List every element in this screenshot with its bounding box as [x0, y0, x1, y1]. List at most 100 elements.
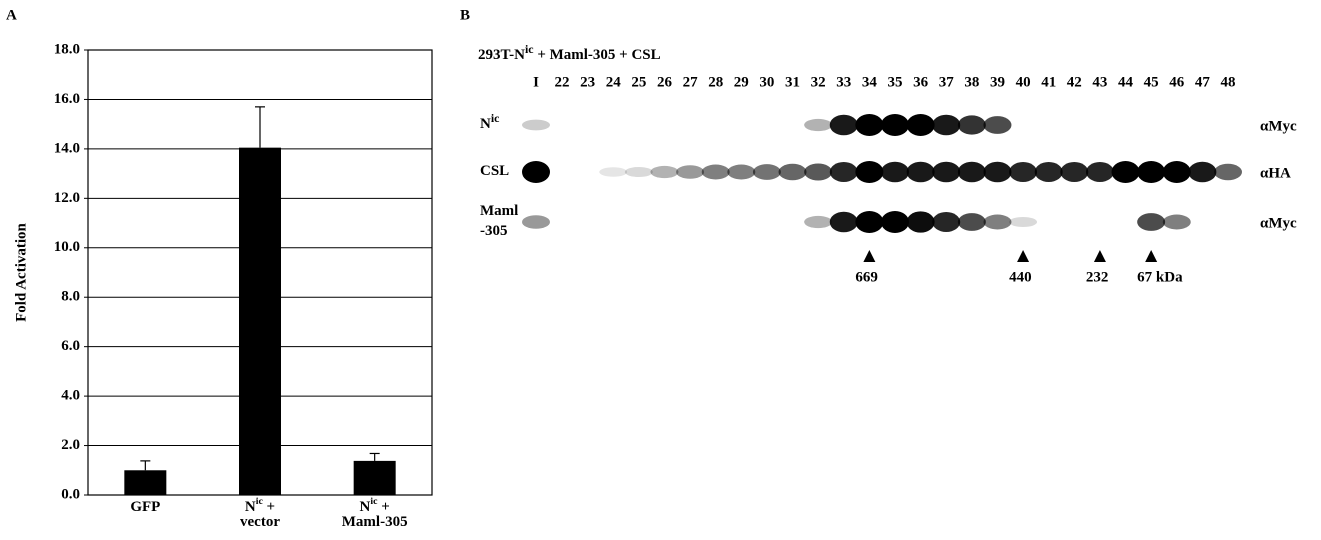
lane-label: 32: [811, 74, 826, 90]
row-label: -305: [480, 223, 508, 239]
band: [1060, 218, 1088, 226]
y-tick-label: 10.0: [54, 239, 80, 255]
band: [1112, 121, 1140, 129]
band: [650, 218, 678, 226]
lane-label: 33: [836, 74, 851, 90]
band: [548, 218, 576, 226]
lane-label: 22: [555, 74, 570, 90]
band: [983, 215, 1011, 230]
band: [1163, 161, 1191, 183]
lane-label: 44: [1118, 74, 1134, 90]
band: [804, 119, 832, 131]
lane-label: 28: [708, 74, 723, 90]
band: [650, 121, 678, 129]
lane-label: 42: [1067, 74, 1082, 90]
band: [574, 218, 602, 226]
y-axis-label: Fold Activation: [13, 222, 29, 321]
band: [1137, 213, 1165, 231]
marker-label: 669: [855, 269, 878, 285]
band: [548, 168, 576, 176]
x-tick-label-part: GFP: [130, 499, 160, 515]
band: [625, 218, 653, 226]
band: [830, 212, 858, 233]
y-tick-label: 6.0: [61, 338, 80, 354]
x-tick-label: Nic +: [245, 496, 275, 515]
y-tick-label: 12.0: [54, 190, 80, 206]
panel-label: B: [460, 7, 470, 23]
y-tick-label: 4.0: [61, 388, 80, 404]
row-label-part: CSL: [480, 163, 509, 179]
row-label-part: Maml: [480, 203, 518, 219]
y-tick-label: 14.0: [54, 140, 80, 156]
antibody-label: αMyc: [1260, 118, 1297, 134]
band: [881, 211, 909, 233]
band: [1163, 121, 1191, 129]
lane-label: 45: [1144, 74, 1159, 90]
band: [830, 162, 858, 182]
band: [1060, 121, 1088, 129]
band: [932, 212, 960, 232]
panel-label: A: [6, 7, 17, 23]
band: [1086, 162, 1114, 182]
band: [958, 213, 986, 231]
lane-label: 48: [1221, 74, 1236, 90]
x-tick-label: Maml-305: [342, 514, 408, 530]
row-label: Maml: [480, 203, 518, 219]
y-tick-label: 2.0: [61, 437, 80, 453]
lane-label: 23: [580, 74, 595, 90]
band: [1009, 217, 1037, 227]
band: [1086, 218, 1114, 226]
band: [702, 121, 730, 129]
x-tick-label-part: +: [263, 499, 275, 515]
band: [599, 167, 627, 176]
y-tick-label: 8.0: [61, 289, 80, 305]
band: [855, 161, 883, 183]
marker-label: 232: [1086, 269, 1109, 285]
x-tick-label-part: vector: [240, 514, 280, 530]
band: [1060, 162, 1088, 182]
band: [599, 218, 627, 226]
band: [548, 121, 576, 129]
bar: [124, 470, 166, 495]
band: [1188, 121, 1216, 129]
lane-label: 38: [964, 74, 979, 90]
error-bar: [255, 107, 265, 148]
marker-arrow: [863, 250, 875, 262]
lane-label: 43: [1092, 74, 1107, 90]
lane-label: 26: [657, 74, 673, 90]
band: [650, 166, 678, 178]
band: [855, 114, 883, 136]
band: [958, 162, 986, 183]
band: [983, 162, 1011, 183]
marker-label: 440: [1009, 269, 1032, 285]
band: [753, 121, 781, 129]
row-label-part: -305: [480, 223, 508, 239]
band: [907, 114, 935, 136]
lane-label: 35: [888, 74, 903, 90]
antibody-label: αMyc: [1260, 215, 1297, 231]
bar: [354, 461, 396, 495]
band: [574, 121, 602, 129]
x-tick-label: Nic +: [360, 496, 390, 515]
band: [958, 115, 986, 134]
band: [1214, 218, 1242, 226]
x-tick-label-part: N: [360, 499, 371, 515]
band: [907, 211, 935, 232]
figure: A B 0.02.04.06.08.010.012.014.016.018.0F…: [0, 0, 1321, 540]
blot-title-part: + Maml-305 + CSL: [534, 47, 661, 63]
band: [753, 164, 781, 180]
x-tick-label-part: +: [377, 499, 389, 515]
band: [522, 120, 550, 131]
band: [1035, 162, 1063, 182]
lane-label: 47: [1195, 74, 1211, 90]
x-tick-label-part: Maml-305: [342, 514, 408, 530]
blot-title-part: ic: [525, 42, 534, 56]
band: [625, 167, 653, 177]
band: [881, 114, 909, 136]
band: [727, 165, 755, 180]
band: [1086, 121, 1114, 129]
lane-label: 30: [759, 74, 774, 90]
band: [1137, 161, 1165, 183]
band: [881, 162, 909, 183]
lane-label: 25: [631, 74, 646, 90]
